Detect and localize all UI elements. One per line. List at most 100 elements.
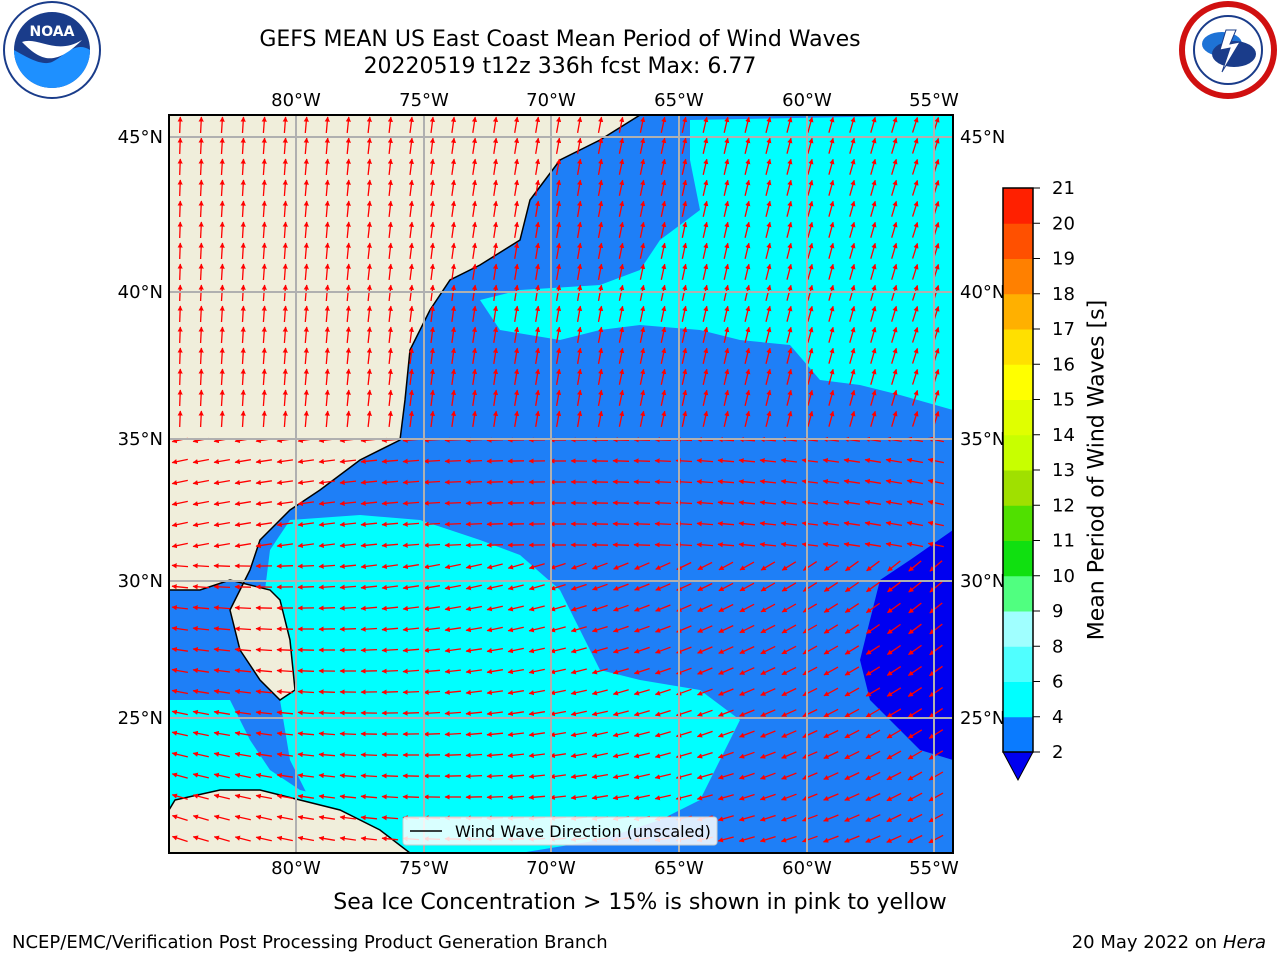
wind-arrow	[177, 200, 183, 218]
colorbar-tick-label: 6	[1052, 672, 1063, 693]
colorbar-tick-label: 16	[1052, 354, 1075, 375]
wind-arrow	[718, 730, 734, 738]
wind-arrow	[654, 521, 672, 527]
wind-arrow	[929, 623, 943, 635]
wind-arrow	[760, 603, 776, 613]
wind-arrow	[345, 368, 351, 386]
wind-arrow	[528, 752, 545, 758]
wind-arrow	[366, 305, 372, 323]
wind-arrow	[465, 731, 483, 737]
wind-arrow	[492, 410, 499, 427]
wind-arrow	[828, 179, 835, 196]
wind-arrow	[786, 242, 793, 259]
wind-arrow	[213, 500, 231, 507]
wind-arrow	[928, 771, 944, 781]
wind-arrow	[696, 542, 714, 548]
wind-arrow	[633, 500, 651, 506]
wind-arrow	[654, 688, 671, 696]
wind-arrow	[781, 666, 797, 676]
wind-arrow	[324, 158, 330, 176]
wind-arrow	[402, 563, 420, 570]
wind-arrow	[171, 646, 188, 653]
wind-arrow	[822, 499, 839, 506]
wind-arrow	[660, 389, 667, 406]
wind-arrow	[870, 158, 877, 175]
wind-arrow	[576, 326, 583, 344]
wind-arrow	[760, 709, 776, 717]
wind-arrow	[738, 521, 756, 527]
wind-arrow	[822, 520, 839, 527]
wind-arrow	[739, 561, 755, 571]
wind-arrow	[723, 200, 730, 217]
wind-arrow	[886, 708, 902, 718]
wind-arrow	[240, 347, 246, 365]
wind-arrow	[612, 500, 630, 506]
wind-arrow	[660, 137, 667, 154]
wind-arrow	[528, 710, 546, 717]
wind-arrow	[654, 500, 672, 506]
wind-arrow	[906, 520, 924, 527]
wind-arrow	[886, 771, 902, 781]
wind-arrow	[423, 500, 441, 506]
wind-arrow	[339, 731, 357, 737]
wind-arrow	[255, 479, 272, 486]
wind-arrow	[828, 347, 835, 364]
wind-arrow	[744, 326, 751, 343]
wind-arrow	[723, 368, 730, 385]
wind-arrow	[303, 200, 309, 218]
wind-arrow	[507, 773, 525, 779]
wind-arrow	[255, 751, 272, 758]
wind-arrow	[219, 263, 225, 281]
colorbar-cell	[1003, 258, 1033, 295]
wind-arrow	[450, 305, 457, 322]
wind-arrow	[366, 410, 372, 428]
wind-arrow	[381, 626, 399, 632]
wind-arrow	[528, 668, 545, 675]
wind-arrow	[381, 500, 399, 506]
wind-arrow	[234, 751, 252, 758]
wind-arrow	[639, 137, 646, 154]
wind-arrow	[276, 751, 293, 758]
wind-arrow	[718, 561, 734, 571]
wind-arrow	[255, 647, 273, 653]
wind-arrow	[744, 200, 751, 217]
wind-arrow	[402, 500, 420, 506]
wind-arrow	[423, 458, 441, 464]
wind-arrow	[423, 626, 440, 632]
wind-arrow	[465, 668, 482, 675]
wind-arrow	[911, 179, 919, 196]
wind-arrow	[555, 326, 562, 344]
wind-arrow	[781, 561, 797, 571]
wind-arrow	[297, 710, 315, 716]
wind-arrow	[219, 410, 225, 428]
wind-arrow	[381, 458, 399, 464]
wind-arrow	[887, 581, 901, 593]
wind-arrow	[276, 710, 294, 716]
wind-arrow	[843, 541, 860, 548]
wind-arrow	[171, 625, 188, 632]
wind-arrow	[492, 326, 499, 343]
wind-arrow	[576, 221, 583, 239]
wind-arrow	[702, 200, 709, 217]
wind-arrow	[213, 709, 231, 716]
wind-arrow	[618, 158, 625, 175]
wind-arrow	[213, 605, 231, 611]
wind-arrow	[570, 668, 587, 675]
wind-arrow	[612, 458, 630, 464]
wind-arrow	[486, 542, 504, 548]
wind-arrow	[655, 562, 671, 570]
wind-arrow	[908, 560, 922, 572]
wind-arrow	[739, 624, 755, 634]
cyan-region-northeast	[480, 115, 953, 410]
wind-arrow	[717, 751, 734, 759]
wind-arrow	[213, 668, 230, 674]
wind-arrow	[591, 752, 608, 759]
wind-arrow	[324, 326, 330, 344]
wind-arrow	[234, 668, 252, 674]
wind-arrow	[240, 158, 246, 176]
wind-arrow	[261, 326, 267, 344]
wind-arrow	[465, 458, 483, 464]
wind-arrow	[828, 389, 835, 406]
wind-arrow	[450, 221, 457, 238]
wind-arrow	[198, 137, 204, 155]
